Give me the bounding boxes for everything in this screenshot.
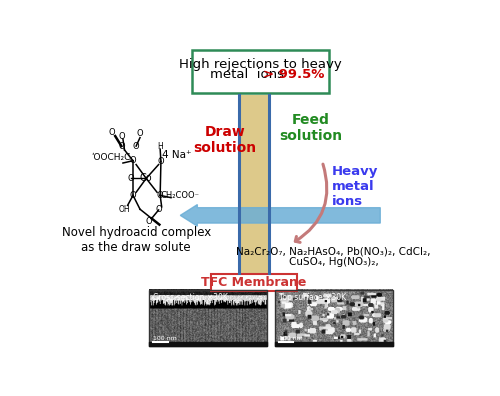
Text: CuSO₄, Hg(NO₃)₂,: CuSO₄, Hg(NO₃)₂, — [289, 257, 378, 267]
Text: Co: Co — [140, 173, 152, 183]
FancyBboxPatch shape — [192, 50, 330, 93]
Text: O: O — [136, 129, 143, 138]
Text: metal  ions: metal ions — [210, 68, 288, 81]
Text: O: O — [158, 157, 164, 166]
Bar — [275, 290, 392, 346]
Text: O: O — [118, 142, 124, 150]
Text: O: O — [118, 131, 124, 141]
Text: Na₂Cr₂O₇, Na₂HAsO₄, Pb(NO₃)₂, CdCl₂,: Na₂Cr₂O₇, Na₂HAsO₄, Pb(NO₃)₂, CdCl₂, — [236, 247, 431, 257]
Text: OH: OH — [118, 205, 130, 214]
Text: O: O — [130, 156, 136, 165]
Text: TFC Membrane: TFC Membrane — [201, 276, 306, 289]
Text: Cross-section ×30K: Cross-section ×30K — [153, 293, 228, 302]
Bar — [150, 290, 267, 346]
Text: CH₂COO⁻: CH₂COO⁻ — [161, 191, 200, 200]
Text: Heavy
metal
ions: Heavy metal ions — [332, 165, 378, 208]
Text: O: O — [128, 174, 134, 183]
Text: O: O — [133, 142, 140, 150]
Text: 100 nm: 100 nm — [278, 336, 302, 341]
Text: > 99.5%: > 99.5% — [263, 68, 324, 81]
Text: H: H — [158, 142, 163, 150]
Text: Draw
solution: Draw solution — [194, 125, 257, 155]
Text: O: O — [146, 217, 152, 226]
Text: Novel hydroacid complex
as the draw solute: Novel hydroacid complex as the draw solu… — [62, 226, 211, 254]
Text: ʹOOCH₂C: ʹOOCH₂C — [91, 153, 130, 162]
Bar — [239, 95, 268, 273]
Text: Top surface ×30K: Top surface ×30K — [278, 293, 346, 302]
Text: High rejections to heavy: High rejections to heavy — [179, 58, 342, 71]
FancyBboxPatch shape — [211, 274, 297, 291]
Text: O: O — [157, 191, 164, 200]
Text: O: O — [109, 128, 116, 137]
Text: 100 nm: 100 nm — [153, 336, 177, 341]
Text: 4 Na⁺: 4 Na⁺ — [162, 150, 192, 160]
Text: O: O — [130, 191, 136, 200]
Text: O: O — [156, 206, 162, 215]
Text: Feed
solution: Feed solution — [279, 113, 342, 143]
FancyArrow shape — [180, 205, 380, 226]
